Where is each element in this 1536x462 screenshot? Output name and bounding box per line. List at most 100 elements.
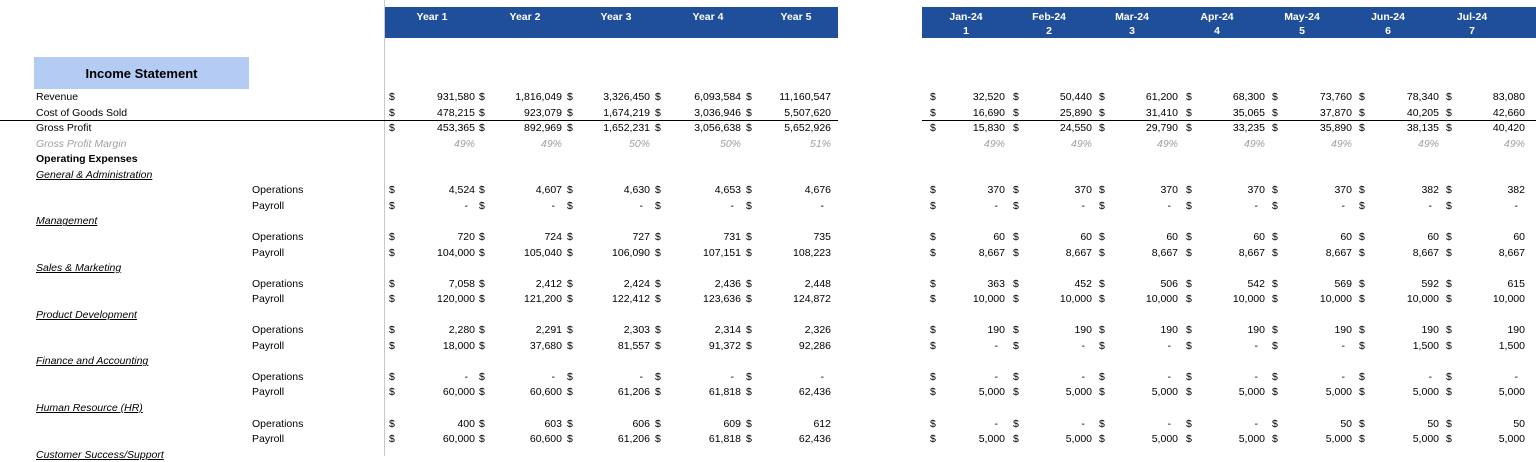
row-sublabel: Payroll: [252, 339, 285, 352]
currency-symbol: $: [389, 293, 395, 306]
cell-value: 78,340: [1406, 91, 1439, 103]
currency-symbol: $: [479, 122, 485, 135]
cell-value: 61,818: [708, 433, 741, 446]
cell-value: 10,000: [1232, 293, 1265, 306]
cell-value: 60: [1253, 230, 1265, 243]
cell-value: -: [1081, 339, 1086, 352]
currency-symbol: $: [930, 246, 936, 259]
currency-symbol: $: [1099, 91, 1105, 103]
currency-symbol: $: [1099, 246, 1105, 259]
cell-value: 569: [1334, 277, 1352, 290]
year-header: Year 2: [509, 11, 541, 23]
currency-symbol: $: [1099, 417, 1105, 430]
currency-symbol: $: [1272, 277, 1278, 290]
cell-value: 2,424: [623, 277, 650, 290]
cell-value: 50%: [628, 137, 650, 150]
cell-value: 400: [457, 417, 475, 430]
currency-symbol: $: [389, 246, 395, 259]
currency-symbol: $: [746, 339, 752, 352]
currency-symbol: $: [1446, 122, 1452, 135]
currency-symbol: $: [655, 386, 661, 399]
cell-value: 923,079: [524, 106, 562, 119]
currency-symbol: $: [746, 386, 752, 399]
currency-symbol: $: [567, 106, 573, 119]
currency-symbol: $: [1446, 417, 1452, 430]
cell-value: -: [1167, 199, 1172, 212]
currency-symbol: $: [1446, 386, 1452, 399]
cell-value: 61,818: [708, 386, 741, 399]
cell-value: -: [1514, 199, 1519, 212]
cell-value: 16,690: [972, 106, 1005, 119]
currency-symbol: $: [1099, 370, 1105, 383]
currency-symbol: $: [930, 370, 936, 383]
month-number: 2: [1046, 25, 1052, 37]
cell-value: 612: [813, 417, 831, 430]
currency-symbol: $: [1272, 106, 1278, 119]
currency-symbol: $: [1359, 91, 1365, 103]
currency-symbol: $: [1186, 417, 1192, 430]
total-rule: [0, 120, 838, 121]
row-sublabel: Payroll: [252, 433, 285, 446]
cell-value: 382: [1421, 184, 1439, 197]
cell-value: 931,580: [437, 91, 475, 103]
cell-value: -: [1167, 339, 1172, 352]
row-label: Customer Success/Support: [36, 448, 164, 461]
month-number: 3: [1129, 25, 1135, 37]
currency-symbol: $: [479, 386, 485, 399]
currency-symbol: $: [1272, 433, 1278, 446]
cell-value: 735: [813, 230, 831, 243]
month-header: Jun-24: [1371, 11, 1405, 23]
currency-symbol: $: [746, 417, 752, 430]
cell-value: 5,000: [1151, 386, 1178, 399]
cell-value: 2,303: [623, 324, 650, 337]
currency-symbol: $: [479, 91, 485, 103]
currency-symbol: $: [655, 106, 661, 119]
cell-value: -: [551, 199, 556, 212]
month-header: Jul-24: [1456, 11, 1488, 23]
cell-value: 107,151: [703, 246, 741, 259]
year-header: Year 3: [600, 11, 632, 23]
cell-value: 370: [987, 184, 1005, 197]
row-label: General & Administration: [36, 168, 153, 181]
cell-value: 1,674,219: [603, 106, 650, 119]
row-label: Revenue: [36, 91, 79, 103]
cell-value: 5,000: [1238, 433, 1265, 446]
currency-symbol: $: [1099, 277, 1105, 290]
currency-symbol: $: [1099, 184, 1105, 197]
cell-value: 370: [1074, 184, 1092, 197]
cell-value: 40,420: [1492, 122, 1525, 135]
currency-symbol: $: [389, 339, 395, 352]
currency-symbol: $: [1186, 293, 1192, 306]
currency-symbol: $: [567, 122, 573, 135]
cell-value: 453,365: [437, 122, 475, 135]
cell-value: 5,000: [978, 386, 1005, 399]
currency-symbol: $: [746, 91, 752, 103]
cell-value: -: [639, 199, 644, 212]
cell-value: -: [1081, 370, 1086, 383]
cell-value: 60: [993, 230, 1005, 243]
cell-value: 190: [1421, 324, 1439, 337]
cell-value: 370: [1334, 184, 1352, 197]
currency-symbol: $: [1446, 246, 1452, 259]
cell-value: 24,550: [1059, 122, 1092, 135]
currency-symbol: $: [746, 277, 752, 290]
cell-value: 6,093,584: [694, 91, 741, 103]
total-rule: [922, 120, 1536, 121]
cell-value: 49%: [1417, 137, 1439, 150]
month-number: 7: [1469, 25, 1475, 37]
cell-value: 92,286: [798, 339, 831, 352]
currency-symbol: $: [746, 122, 752, 135]
currency-symbol: $: [567, 339, 573, 352]
cell-value: 3,326,450: [603, 91, 650, 103]
cell-value: 3,036,946: [694, 106, 741, 119]
currency-symbol: $: [746, 293, 752, 306]
currency-symbol: $: [1099, 106, 1105, 119]
currency-symbol: $: [1099, 339, 1105, 352]
cell-value: 5,000: [1325, 433, 1352, 446]
cell-value: 2,326: [804, 324, 831, 337]
year-header: Year 1: [416, 11, 448, 23]
month-header: Feb-24: [1032, 11, 1066, 23]
cell-value: 37,680: [529, 339, 562, 352]
row-sublabel: Payroll: [252, 246, 285, 259]
cell-value: 61,206: [617, 386, 650, 399]
